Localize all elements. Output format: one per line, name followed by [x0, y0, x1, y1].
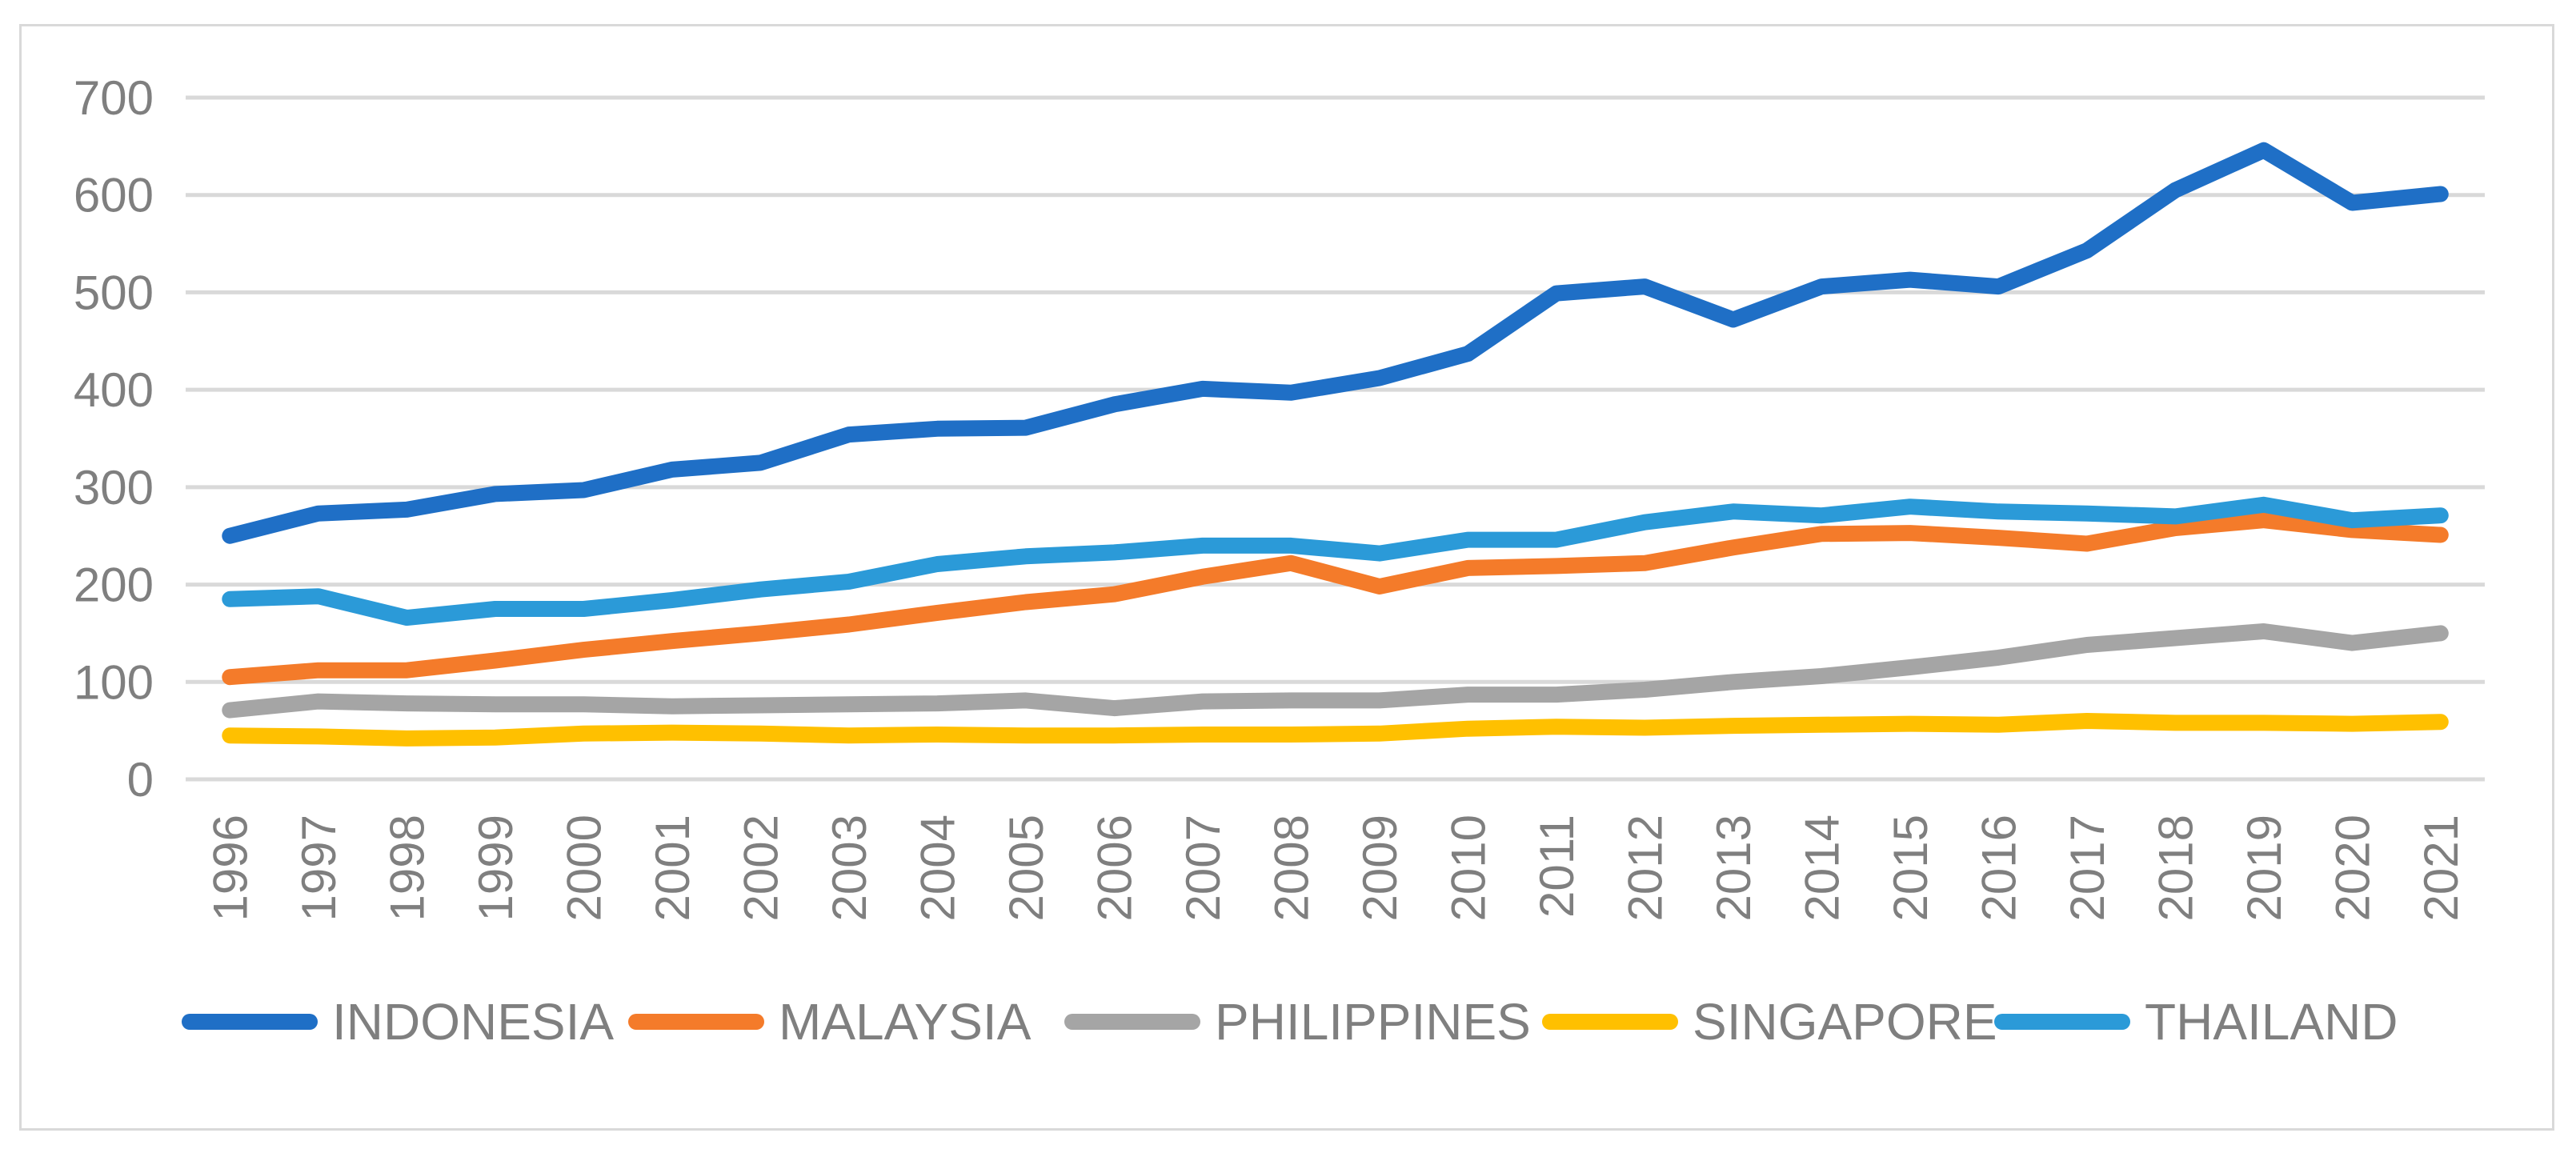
x-tick-label: 2002: [734, 815, 787, 921]
y-tick-label: 100: [74, 655, 154, 709]
legend-item-indonesia: INDONESIA: [182, 993, 614, 1051]
series-line-philippines: [222, 623, 2449, 719]
y-tick-label: 600: [74, 169, 154, 222]
legend-label: INDONESIA: [332, 993, 614, 1051]
x-tick-label: 1998: [380, 815, 434, 921]
y-tick-label: 700: [74, 71, 154, 125]
legend: INDONESIA MALAYSIA PHILIPPINES SINGAPORE THA…: [182, 993, 2398, 1051]
x-tick-label: 1996: [203, 815, 257, 921]
x-tick-label: 2007: [1176, 815, 1230, 921]
x-tick-label: 2000: [557, 815, 611, 921]
series-line-malaysia: [222, 512, 2449, 686]
series-line-singapore: [222, 713, 2449, 747]
legend-item-malaysia: MALAYSIA: [628, 993, 1032, 1051]
x-tick-label: 2015: [1884, 815, 1937, 921]
x-tick-label: 2017: [2061, 815, 2114, 921]
x-tick-label: 1999: [469, 815, 523, 921]
y-tick-label: 0: [127, 753, 154, 807]
y-tick-label: 500: [74, 266, 154, 319]
legend-label: PHILIPPINES: [1215, 993, 1531, 1051]
x-tick-label: 2003: [823, 815, 876, 921]
x-tick-label: 2005: [1000, 815, 1053, 921]
x-tick-label: 1997: [292, 815, 346, 921]
y-tick-label: 400: [74, 363, 154, 417]
x-axis-tick-labels: 1996 1997 1998 1999 2000 2001 2002 2003 2004 2005…: [203, 815, 2468, 921]
x-tick-label: 2011: [1530, 815, 1584, 918]
series-line-indonesia: [222, 142, 2449, 544]
legend-label: THAILAND: [2145, 993, 2398, 1051]
line-chart: 0 100 200 300 400 500 600 700 1996 1997 1998 1999 2…: [74, 71, 2485, 1051]
x-tick-label: 2010: [1441, 815, 1495, 921]
x-tick-label: 2008: [1264, 815, 1318, 921]
legend-label: SINGAPORE: [1693, 993, 1997, 1051]
x-tick-label: 2021: [2414, 815, 2468, 921]
x-tick-label: 2016: [1972, 815, 2025, 921]
legend-item-thailand: THAILAND: [1994, 993, 2398, 1051]
x-tick-label: 2004: [911, 815, 964, 921]
y-axis-tick-labels: 0 100 200 300 400 500 600 700: [74, 71, 154, 807]
x-tick-label: 2009: [1353, 815, 1407, 921]
y-tick-label: 200: [74, 558, 154, 612]
x-tick-label: 2001: [646, 815, 699, 921]
series-line-thailand: [222, 496, 2449, 626]
gridlines: [186, 95, 2485, 782]
x-tick-label: 2013: [1707, 815, 1761, 921]
legend-item-philippines: PHILIPPINES: [1064, 993, 1531, 1051]
legend-label: MALAYSIA: [779, 993, 1032, 1051]
chart-frame: 0 100 200 300 400 500 600 700 1996 1997 1998 1999 2…: [19, 24, 2554, 1131]
x-tick-label: 2018: [2149, 815, 2202, 921]
x-tick-label: 2006: [1088, 815, 1141, 921]
x-tick-label: 2012: [1618, 815, 1672, 921]
series-lines: [222, 142, 2449, 747]
x-tick-label: 2019: [2237, 815, 2291, 921]
x-tick-label: 2014: [1795, 815, 1849, 921]
y-tick-label: 300: [74, 461, 154, 514]
x-tick-label: 2020: [2326, 815, 2379, 921]
legend-item-singapore: SINGAPORE: [1542, 993, 1997, 1051]
